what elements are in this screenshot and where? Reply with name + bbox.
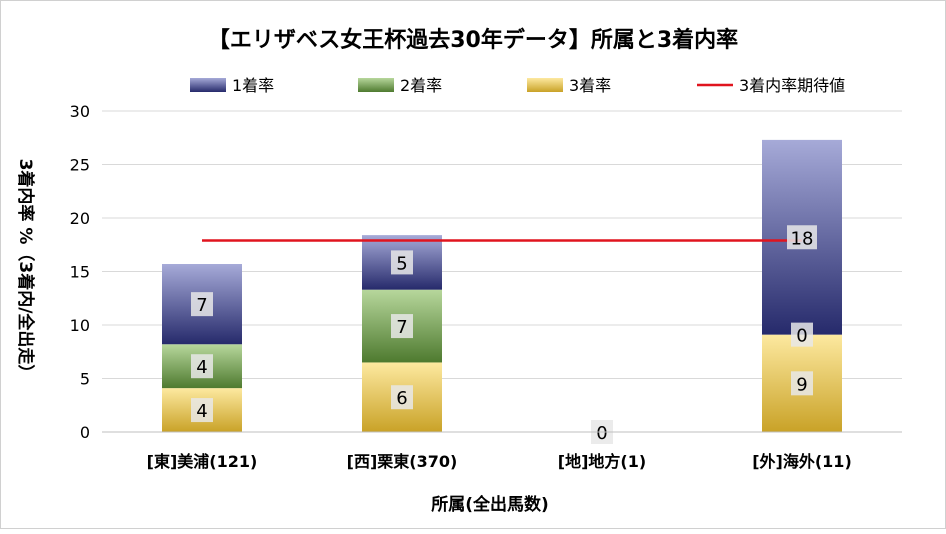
y-tick-label: 0 [80, 423, 90, 442]
data-label: 7 [396, 317, 407, 338]
chart-title: 【エリザベス女王杯過去30年データ】所属と3着内率 [208, 27, 738, 53]
data-label-bg [791, 371, 813, 396]
data-label-bg [191, 292, 213, 317]
legend-label: 2着率 [400, 76, 442, 95]
y-tick-label: 20 [70, 209, 90, 228]
y-tick-label: 30 [70, 102, 90, 121]
data-label-bg [391, 385, 413, 410]
x-axis-title: 所属(全出馬数) [431, 494, 549, 515]
data-label: 5 [396, 253, 407, 274]
data-label-bg [787, 225, 817, 250]
y-tick-label: 5 [80, 370, 90, 389]
x-axis-categories: [東]美浦(121) [西]栗東(370) [地]地方(1) [外]海外(11) [102, 431, 902, 471]
legend: 1着率 2着率 3着率 3着内率期待値 [190, 76, 845, 95]
data-label: 0 [796, 326, 807, 347]
y-tick-label: 10 [70, 316, 90, 335]
x-category-label: [東]美浦(121) [147, 452, 258, 471]
data-label: 7 [196, 295, 207, 316]
data-label-bg [191, 354, 213, 379]
legend-label: 3着率 [569, 76, 611, 95]
data-label: 9 [796, 374, 807, 395]
data-label-bg [391, 250, 413, 275]
x-category-label: [西]栗東(370) [347, 452, 458, 471]
legend-label: 3着内率期待値 [739, 76, 845, 95]
legend-label: 1着率 [232, 76, 274, 95]
y-tick-label: 15 [70, 263, 90, 282]
data-label-bg [391, 314, 413, 339]
data-label: 0 [596, 423, 607, 444]
y-axis-title: 3着内率 %（3着内/全出走） [15, 159, 36, 382]
data-label: 4 [196, 357, 207, 378]
data-label: 18 [791, 228, 814, 249]
legend-swatch [190, 78, 226, 92]
data-label: 4 [196, 401, 207, 422]
y-axis-ticks: 0 5 10 15 20 25 30 [70, 102, 90, 442]
data-label-bg [191, 398, 213, 423]
legend-swatch [358, 78, 394, 92]
data-label: 6 [396, 388, 407, 409]
x-category-label: [地]地方(1) [558, 452, 646, 471]
x-category-label: [外]海外(11) [752, 452, 852, 471]
legend-swatch [527, 78, 563, 92]
data-label-bg [791, 322, 813, 347]
y-tick-label: 25 [70, 156, 90, 175]
